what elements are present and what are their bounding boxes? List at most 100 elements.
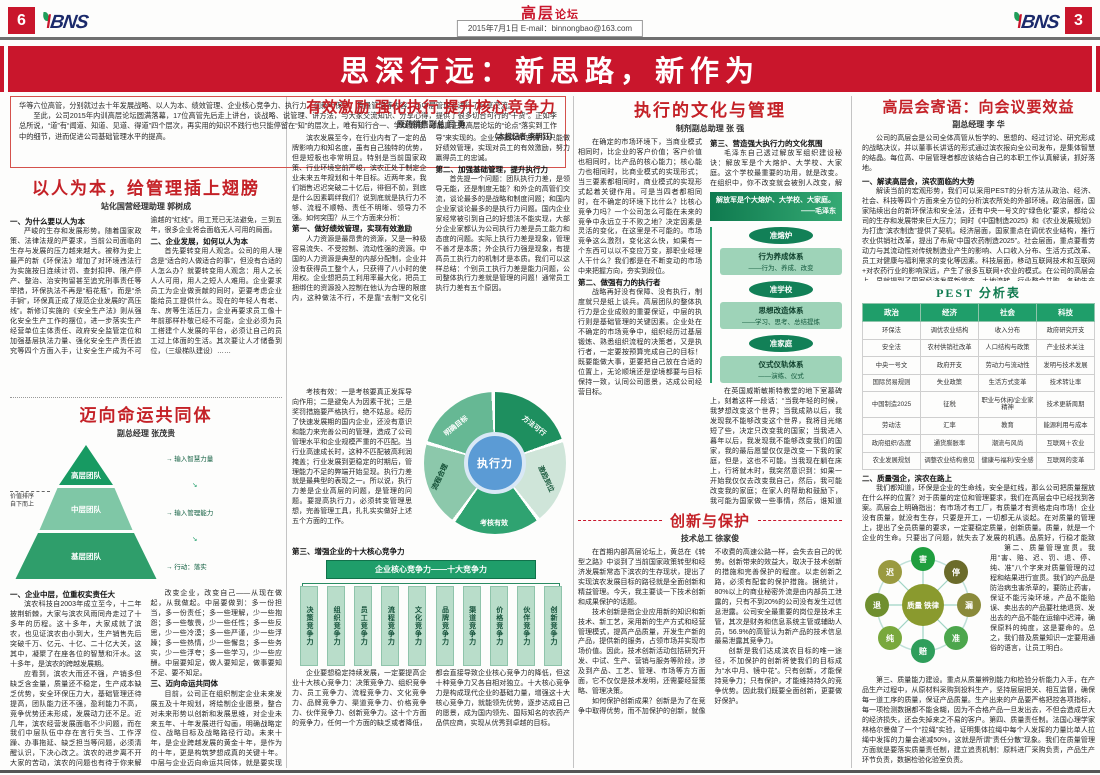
- article-byline: 副总经理 张茂贵: [116, 429, 176, 438]
- power-item: 品牌竞争力: [435, 586, 454, 667]
- subhead: 一、为什么要以人为本: [10, 217, 85, 226]
- ten-powers-items: 决策竞争力 组织竞争力 员工竞争力 流程竞争力 文化竞争力 品牌竞争力 渠道竞争…: [294, 586, 568, 667]
- quality-item: 准: [944, 626, 968, 651]
- ten-powers-diagram: 企业核心竞争力——十大竞争力 决策竞争力 组织竞争力 员工竞争力 流程竞争力 文…: [294, 560, 568, 667]
- table-row: 农业发展规划 调整农业结构意见 健康与福利/安全感 互联网的变革: [862, 451, 1095, 471]
- quality-wheel-row: 害 停 漏 准 赔 纯 退 迟 质量 铁律 第二、质量管理宣贯。我用“害、赔、迟…: [862, 544, 1095, 674]
- flow-box: 行为养成体系 ——行为、养成、改变: [720, 248, 842, 276]
- paragraph: 技术创新是指企业应用新的知识和新技术、新工艺，采用新的生产方式和经营管理模式，提…: [578, 608, 706, 696]
- pest-table-title: PEST 分析表: [936, 286, 1021, 301]
- pest-header: 政治: [862, 303, 921, 323]
- quality-item: 迟: [878, 560, 902, 585]
- subhead: 一、企业中层，位重权实责任大: [10, 590, 115, 599]
- editor-note-box: 华等六位高管，分别就过去十年发展战略、以人为本、绩效管理、企业核心竞争力、执行力…: [10, 96, 566, 168]
- article-byline: 站化国营经理助理 郭树成: [100, 202, 192, 211]
- subhead: 三、迈向命运共同体: [150, 679, 219, 689]
- article-title: 有效激励 强化执行 提升核心竞争力: [306, 100, 556, 116]
- flow-box: 仪式仪轨体系 ——演练、仪式: [720, 356, 842, 384]
- dashed-divider: 创新与保护: [578, 510, 842, 531]
- article-body: 第二、质量管理宣贯。我用“害、赔、迟、罚、退、停、纯、准”八个字来对质量管理的过…: [990, 544, 1095, 674]
- pest-header: 社会: [978, 303, 1037, 323]
- paragraph: 在确定的市场环境下，当商业模式相同时，比企业的客户价值；客户价值也相同时，比产品…: [578, 139, 702, 276]
- paragraph: 在英国威斯敏斯特教堂的地下室墓碑上，刻着这样一段话：“当我年轻的时候，我梦想改变…: [710, 388, 842, 505]
- subhead: 二、企业发展，如何以人为本: [150, 236, 249, 246]
- column-rule: [573, 96, 574, 768]
- paragraph: 如何保护创新成果？创新是为了在竞争中取得优势，而不加保护的创新，就像不收费的高速…: [578, 549, 842, 715]
- subhead: 第二、做强有力的执行者: [578, 278, 661, 288]
- execution-wheel-diagram: 执行力 明确目标 方法可行 激励到位 考核有效 流程合理: [418, 388, 570, 540]
- dateline-box: 2015年7月1日 E-mail：binnongbao@163.com: [456, 20, 644, 37]
- power-item: 渠道竞争力: [462, 586, 481, 667]
- flow-node: 准家庭: [749, 335, 813, 353]
- flow-node: 准学校: [749, 281, 813, 299]
- table-row: 环保法 调优农业结构 收入分布 政府研究开支: [862, 321, 1095, 340]
- paragraph: 首先提一个问题：团队执行力差，是领导无能，还是制度无能？和外企的高管们交流，谈论…: [435, 176, 571, 293]
- paragraph: 第二、质量管理宣贯。我用“害、赔、迟、罚、退、停、纯、准”八个字来对质量管理的过…: [990, 545, 1095, 652]
- culture-flowchart: 准熔炉 行为养成体系 ——行为、养成、改变 准学校 思想改造体系 ——学习、思考、总…: [710, 227, 842, 384]
- ten-powers-title: 企业核心竞争力——十大竞争力: [326, 560, 536, 580]
- page-number-right: 3: [1065, 7, 1092, 34]
- article-byline: 制剂副总助理 张 强: [675, 124, 745, 133]
- page-number-left: 6: [8, 7, 35, 34]
- article-body: 滨农发展至今，在行业内有了一定的品牌影响力和知名度，虽有自己独特的优势，但是短板…: [292, 134, 570, 386]
- table-row: 政府组织/态度 通货膨胀率 潮流与风尚 互联网＋农业: [862, 434, 1095, 453]
- power-item: 流程竞争力: [381, 586, 400, 667]
- power-item: 文化竞争力: [408, 586, 427, 667]
- column-rule: [286, 96, 287, 768]
- article-body: 考核有效：一是考核要真正发挥导向作用；二是避免人为因素干扰；三是奖罚措施要严格执…: [292, 388, 412, 544]
- power-item: 创新竞争力: [543, 586, 562, 667]
- quality-item: 害: [911, 547, 935, 572]
- power-item: 决策竞争力: [300, 586, 318, 667]
- column-1: 以人为本，给管理插上翅膀 站化国营经理助理 郭树成 一、为什么要以人为本 严峻的…: [10, 174, 282, 768]
- paragraph: 公司的高层会是公司全体高管从哲学的、思想的、经过讨论、研究形成的战略决议，并以董…: [862, 135, 1095, 172]
- intro-paragraph: 华等六位高管，分别就过去十年发展战略、以人为本、绩效管理、企业核心竞争力、执行力…: [19, 101, 515, 110]
- article-title: 迈向命运共同体: [79, 406, 213, 425]
- reporter-credit: （本报记者 李明钰）: [490, 131, 557, 141]
- masthead: 6 ǀBNS 高层论坛 2015年7月1日 E-mail：binnongbao@…: [0, 0, 1100, 42]
- paragraph: 目前，公司正在组织制定企业未来发展五及十年规划，将绘制企业愿景，整合对未来形势以…: [150, 690, 283, 768]
- section-title: 高层论坛: [520, 6, 579, 22]
- pest-header: 科技: [1036, 303, 1095, 323]
- paragraph: 考核有效：一是考核要真正发挥导向作用；二是避免人为因素干扰；三是奖罚措施要严格执…: [292, 389, 412, 526]
- team-pyramid: 高层团队 中层团队 基层团队 价值排序 自下而上: [10, 445, 162, 585]
- bottom-rule: [0, 770, 1100, 773]
- arrow-icon: ↘: [192, 536, 198, 543]
- paragraph: 我们都知道，环保是企业的生命线，安全是红线，那么公司把质量摆放在什么样的位置？对…: [862, 485, 1095, 543]
- intro-paragraph: 至此，公司2015年内训高层论坛圆满落幕，17位高管先后走上讲台，谈战略、说管理…: [19, 111, 557, 141]
- paragraph: 改变企业，改变自己——从现在做起，从我做起。中层要做到：多一份担当，多一份责任；…: [150, 590, 283, 677]
- subhead: 第三、营造强大执行力的文化氛围: [710, 139, 823, 148]
- article-body: 第三、营造强大执行力的文化氛围 毛泽东自己透过解放军组织建设秘诀：解放军是个大熔…: [710, 138, 842, 506]
- article-body: 一、为什么要以人为本 严峻的生存和发展形势。随着国家政策、法律法规的严要求，当前…: [10, 216, 282, 392]
- article-title: 高层会寄语：向会议要效益: [882, 100, 1075, 116]
- column-rule: [851, 96, 852, 768]
- quality-wheel-center: 质量 铁律: [902, 584, 944, 627]
- flow-box: 思想改造体系 ——学习、思考、总结提炼: [720, 302, 842, 330]
- main-banner: 思深行远：新思路，新作为: [8, 46, 1092, 92]
- column-4: 高层会寄语：向会议要效益 副总经理 李 华 公司的高层会是公司全体高管从哲学的、…: [862, 96, 1095, 768]
- table-row: 安全法 农村供销社改革 人口结构与政策 产业技术关注: [862, 338, 1095, 358]
- article-body: 在确定的市场环境下，当商业模式相同时，比企业的客户价值；客户价值也相同时，比产品…: [578, 138, 702, 506]
- quote-author: ——毛泽东: [801, 207, 836, 215]
- subhead: 第三、增强企业的十大核心竞争力: [292, 547, 405, 556]
- masthead-rule: [0, 37, 1100, 40]
- quote-box: 解放军是个大熔炉、大学校、大家庭。 ——毛泽东: [710, 192, 842, 222]
- banner-edge: [1096, 46, 1100, 92]
- pest-header: 经济: [920, 303, 979, 323]
- power-item: 组织竞争力: [327, 586, 346, 667]
- pest-table: 政治 经济 社会 科技 环保法 调优农业结构 收入分布 政府研究开支 安全法 农村供销社…: [862, 303, 1095, 471]
- paragraph: 滨农发展至今，在行业内有了一定的品牌影响力和知名度，虽有自己独特的优势，但是短板…: [292, 135, 427, 222]
- paragraph: 解读当前的宏观形势，我们可以采用PEST的分析方法从政治、经济、社会、科技等四个…: [862, 188, 1095, 282]
- paragraph: 创新是我们达成滨农目标的唯一途径，不加保护的创新将使我们的目标成为“水中月、镜中…: [714, 648, 843, 706]
- execution-wheel-row: 考核有效：一是考核要真正发挥导向作用；二是避免人为因素干扰；三是奖罚措施要严格执…: [292, 388, 570, 544]
- paragraph: 企业要想稳定持续发展，一定要提高企业十大核心竞争力：决策竞争力、组织竞争力、员工…: [292, 670, 570, 727]
- divider: [10, 397, 282, 398]
- pyramid-note: 价值排序 自下而上: [10, 491, 50, 510]
- pyramid-label: → 行动：落实: [166, 564, 207, 571]
- quality-item: 漏: [957, 593, 981, 618]
- subhead: 二、质量强企，滨农在路上: [862, 474, 952, 484]
- quality-item: 纯: [878, 626, 902, 651]
- quality-wheel-diagram: 害 停 漏 准 赔 纯 退 迟 质量 铁律: [862, 544, 984, 666]
- article-body: 企业要想稳定持续发展，一定要提高企业十大核心竞争力：决策竞争力、组织竞争力、员工…: [292, 669, 570, 768]
- article-title: 以人为本，给管理插上翅膀: [32, 179, 260, 198]
- table-row: 中国制造2025 征税 职业与休闲/企业家精神 技术更新周期: [862, 391, 1095, 418]
